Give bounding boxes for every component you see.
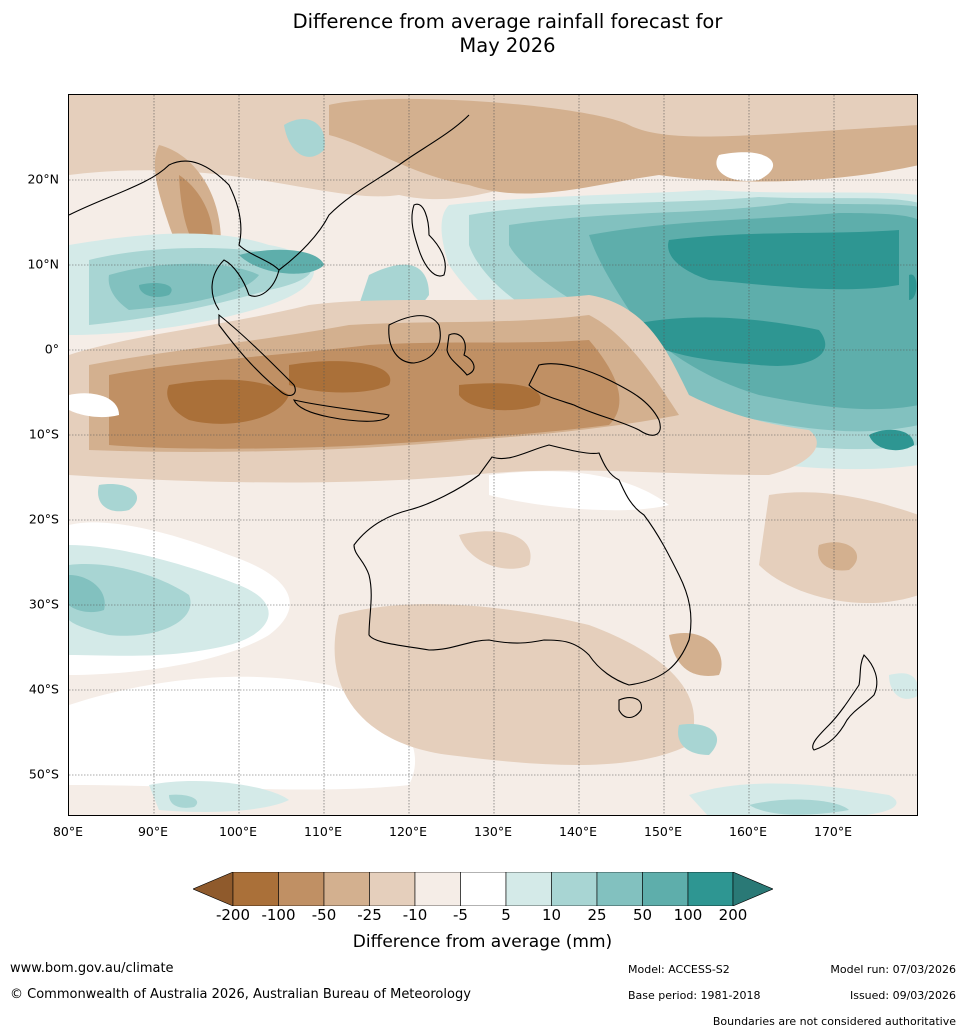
colorbar-tick-12: 200 [718,906,748,924]
colorbar-segment-8 [551,872,598,906]
colorbar-tick-2: -100 [261,906,296,924]
colorbar-tick-5: -10 [402,906,428,924]
issued-date: Issued: 09/03/2026 [849,989,956,1002]
lon-label-100e: 100°E [218,824,258,839]
lon-label-130e: 130°E [473,824,513,839]
colorbar-segment-7 [505,872,552,906]
colorbar-tick-1: -200 [215,906,251,924]
website-link[interactable]: www.bom.gov.au/climate [10,961,174,976]
colorbar-tick-11: 100 [673,906,703,924]
lon-label-110e: 110°E [303,824,343,839]
title-line-1: Difference from average rainfall forecas… [292,10,723,33]
colorbar-tick-8: 10 [541,906,562,924]
lat-label-10n: 10°N [27,256,59,272]
colorbar-tick-4: -25 [357,906,382,924]
copyright-text: © Commonwealth of Australia 2026, Austra… [10,987,471,1002]
borneo-coastline [388,315,441,364]
grid-lines [69,95,917,815]
colorbar-segment-10 [642,872,689,906]
lon-label-140e: 140°E [558,824,598,839]
south-indian-ocean [69,484,416,812]
map-canvas [69,95,917,815]
colorbar-segment-11 [687,872,734,906]
tasmania-coastline [618,697,642,719]
colorbar-tick-7: 5 [501,906,511,924]
lat-label-0: 0° [44,341,59,357]
lat-label-50s: 50°S [28,766,59,782]
lat-label-20s: 20°S [28,511,59,527]
colorbar-tick-9: 25 [587,906,607,924]
equatorial-dry-belt [69,295,817,483]
colorbar-segment-1 [232,872,279,906]
boundaries-disclaimer: Boundaries are not considered authoritat… [712,1015,956,1028]
colorbar [193,872,773,906]
colorbar-tick-6: -5 [453,906,468,924]
lon-label-90e: 90°E [137,824,169,839]
colorbar-segment-low-arrow [193,872,234,906]
coastlines [69,114,878,751]
lon-label-150e: 150°E [643,824,683,839]
philippines-coastline [411,203,446,277]
lon-label-120e: 120°E [388,824,428,839]
model-name: Model: ACCESS-S2 [628,963,730,976]
lat-label-10s: 10°S [28,426,59,442]
north-anomaly-band [69,95,917,272]
pacific-wet-region [441,190,917,470]
java-coastline [293,399,390,422]
colorbar-label: Difference from average (mm) [352,932,613,952]
colorbar-segment-4 [369,872,416,906]
lon-label-80e: 80°E [52,824,84,839]
colorbar-segment-3 [323,872,370,906]
base-period: Base period: 1981-2018 [628,989,761,1002]
lat-label-40s: 40°S [28,681,59,697]
colorbar-segment-2 [278,872,325,906]
lat-label-30s: 30°S [28,596,59,612]
lon-label-160e: 160°E [728,824,768,839]
new-guinea-coastline [528,363,661,436]
colorbar-segment-9 [596,872,643,906]
colorbar-tick-3: -50 [311,906,337,924]
australia-coastline [353,444,692,686]
model-run-date: Model run: 07/03/2026 [830,963,956,976]
colorbar-segment-5 [414,872,461,906]
chart-title: Difference from average rainfall forecas… [0,10,965,58]
colorbar-segment-high-arrow [732,872,773,906]
asia-mainland-coastline [69,114,470,311]
lon-label-170e: 170°E [813,824,853,839]
colorbar-tick-10: 50 [632,906,653,924]
sumatra-coastline [218,313,296,396]
colorbar-segment-6 [460,872,507,906]
rainfall-map [68,94,918,816]
indian-ocean-wet-patch [69,233,429,335]
lat-label-20n: 20°N [27,171,59,187]
sulawesi-coastline [446,333,475,376]
title-line-2: May 2026 [459,34,556,57]
new-zealand-coastline [812,654,878,751]
